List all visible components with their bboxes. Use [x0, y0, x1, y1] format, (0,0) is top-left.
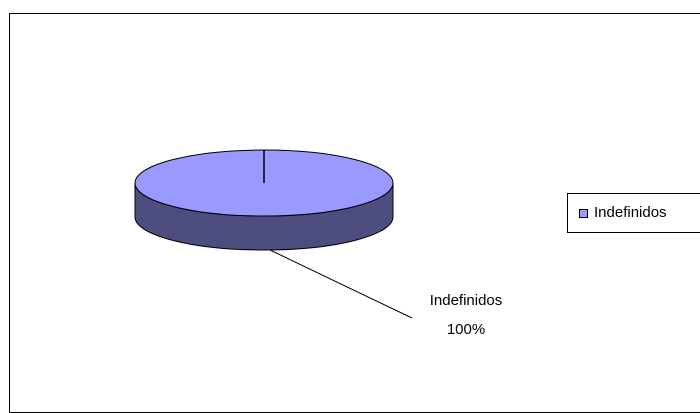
legend-label: Indefinidos: [594, 204, 667, 221]
legend-swatch: [579, 209, 588, 218]
legend: Indefinidos: [567, 193, 700, 233]
pie-plot: [134, 149, 394, 251]
leader-line: [269, 249, 413, 319]
data-label-percent: 100%: [447, 321, 485, 338]
data-label-category: Indefinidos: [430, 292, 503, 309]
